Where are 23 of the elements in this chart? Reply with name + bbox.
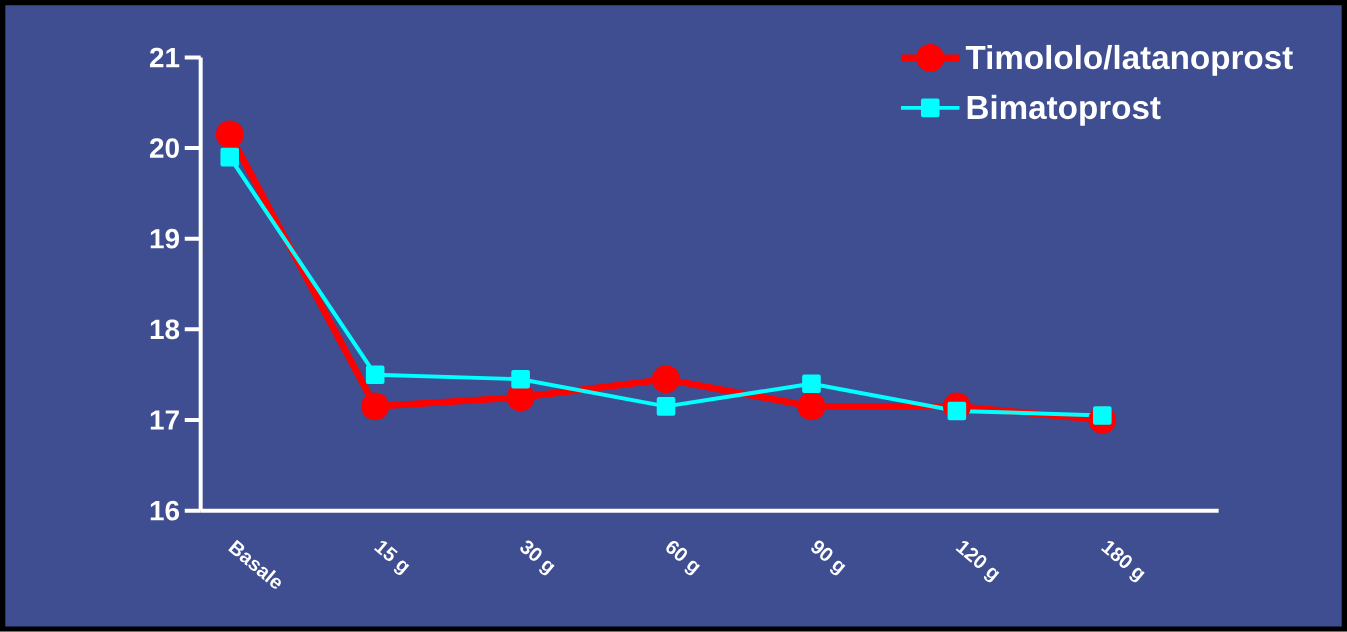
point bbox=[797, 392, 826, 421]
y-tick-label: 18 bbox=[150, 319, 180, 340]
point bbox=[802, 374, 821, 394]
y-tick-label: 17 bbox=[150, 410, 179, 430]
point bbox=[365, 365, 385, 385]
y-tick-label: 19 bbox=[150, 228, 179, 249]
point bbox=[215, 120, 244, 149]
x-tick-label: 60 g bbox=[666, 540, 701, 576]
x-tick-label: 120 g bbox=[955, 541, 1000, 583]
x-tick-label: 90 g bbox=[811, 540, 846, 576]
x-tick-label: 15 g bbox=[374, 540, 410, 576]
y-tick-label: 21 bbox=[149, 47, 180, 68]
legend-label: Bimatoprost bbox=[967, 94, 1161, 126]
y-tick-label: 16 bbox=[150, 500, 180, 521]
x-tick-label: 180 g bbox=[1101, 541, 1145, 583]
point bbox=[220, 147, 240, 167]
point bbox=[361, 392, 390, 421]
point bbox=[656, 397, 676, 416]
point bbox=[652, 365, 680, 394]
x-tick-label: 30 g bbox=[520, 540, 555, 576]
legend-label: Timololo/latanoprost bbox=[965, 44, 1293, 76]
point bbox=[511, 369, 530, 389]
y-tick-label: 20 bbox=[149, 138, 179, 159]
